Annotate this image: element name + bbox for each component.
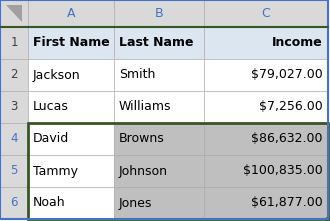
Bar: [204, 91, 328, 123]
Text: Income: Income: [272, 36, 323, 50]
Bar: [0, 123, 28, 155]
Text: $7,256.00: $7,256.00: [259, 101, 323, 114]
Text: 6: 6: [10, 196, 18, 210]
Text: First Name: First Name: [33, 36, 110, 50]
Text: $61,877.00: $61,877.00: [251, 196, 323, 210]
Bar: [204, 59, 328, 91]
Text: Jones: Jones: [119, 196, 152, 210]
Text: $100,835.00: $100,835.00: [243, 164, 323, 177]
Bar: [204, 155, 328, 187]
Bar: [28, 123, 328, 219]
Bar: [114, 91, 204, 123]
Bar: [114, 155, 204, 187]
Bar: [28, 155, 114, 187]
Bar: [204, 123, 328, 155]
Text: Johnson: Johnson: [119, 164, 168, 177]
Text: $79,027.00: $79,027.00: [251, 69, 323, 82]
Text: Williams: Williams: [119, 101, 172, 114]
Text: Browns: Browns: [119, 133, 165, 145]
Bar: [28, 91, 114, 123]
Text: Lucas: Lucas: [33, 101, 69, 114]
Bar: [28, 59, 114, 91]
Bar: [114, 0, 204, 27]
Text: A: A: [67, 7, 75, 20]
Bar: [114, 27, 204, 59]
Text: Jackson: Jackson: [33, 69, 81, 82]
Bar: [0, 27, 28, 59]
Polygon shape: [6, 5, 22, 22]
Bar: [325, 217, 330, 221]
Text: Tammy: Tammy: [33, 164, 78, 177]
Bar: [204, 0, 328, 27]
Bar: [0, 0, 28, 27]
Text: 5: 5: [10, 164, 18, 177]
Text: B: B: [155, 7, 163, 20]
Text: 4: 4: [10, 133, 18, 145]
Bar: [204, 187, 328, 219]
Text: David: David: [33, 133, 69, 145]
Bar: [114, 59, 204, 91]
Text: 2: 2: [10, 69, 18, 82]
Bar: [28, 123, 114, 155]
Bar: [114, 187, 204, 219]
Bar: [204, 27, 328, 59]
Text: Smith: Smith: [119, 69, 155, 82]
Bar: [0, 91, 28, 123]
Bar: [114, 123, 204, 155]
Bar: [0, 59, 28, 91]
Bar: [28, 0, 114, 27]
Bar: [0, 155, 28, 187]
Text: $86,632.00: $86,632.00: [251, 133, 323, 145]
Text: C: C: [262, 7, 270, 20]
Text: Last Name: Last Name: [119, 36, 193, 50]
Text: Noah: Noah: [33, 196, 66, 210]
Bar: [28, 27, 114, 59]
Bar: [0, 187, 28, 219]
Text: 3: 3: [10, 101, 18, 114]
Bar: [28, 187, 114, 219]
Text: 1: 1: [10, 36, 18, 50]
